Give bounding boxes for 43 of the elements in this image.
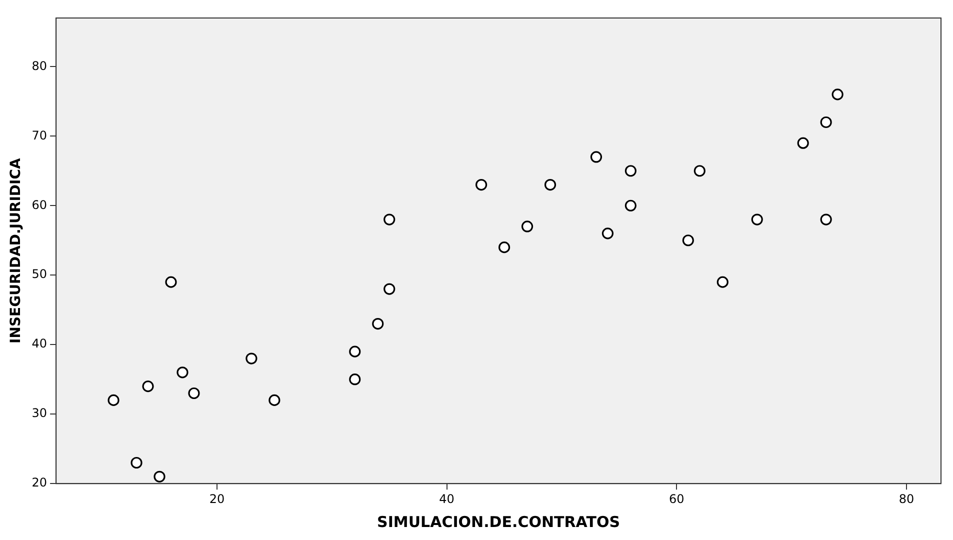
y-axis-title: INSEGURIDAD.JURIDICA <box>8 158 24 344</box>
point <box>498 242 510 254</box>
point <box>716 276 728 288</box>
x-tick-label: 80 <box>898 492 914 506</box>
y-tick-label: 70 <box>32 128 48 142</box>
x-axis-title: SIMULACION.DE.CONTRATOS <box>377 512 620 531</box>
point <box>384 214 396 226</box>
point <box>108 394 120 406</box>
point <box>624 165 636 177</box>
point <box>602 228 614 240</box>
point <box>820 214 832 226</box>
point <box>349 374 361 386</box>
point <box>372 318 384 330</box>
y-tick-label: 20 <box>32 476 48 490</box>
point <box>832 88 844 100</box>
y-tick-label: 40 <box>32 336 48 351</box>
point <box>682 234 694 246</box>
point <box>624 200 636 212</box>
point <box>544 178 556 191</box>
x-tick-label: 40 <box>439 492 454 506</box>
point <box>142 380 154 392</box>
point <box>246 352 258 364</box>
point <box>751 214 763 226</box>
point <box>165 276 177 288</box>
point <box>176 366 188 378</box>
point <box>268 394 280 406</box>
point <box>694 165 706 177</box>
point <box>130 456 142 469</box>
y-tick-label: 50 <box>32 267 48 282</box>
point <box>154 470 166 482</box>
x-tick-label: 60 <box>669 492 684 506</box>
point <box>475 178 488 191</box>
y-tick-label: 30 <box>32 406 48 420</box>
point <box>188 387 200 400</box>
point <box>384 283 396 295</box>
x-tick-label: 20 <box>209 492 225 506</box>
y-tick-label: 60 <box>32 198 48 212</box>
point <box>521 220 534 232</box>
y-tick-label: 80 <box>32 58 48 73</box>
point <box>797 137 809 149</box>
point <box>820 116 832 128</box>
point <box>590 151 602 163</box>
point <box>349 346 361 358</box>
